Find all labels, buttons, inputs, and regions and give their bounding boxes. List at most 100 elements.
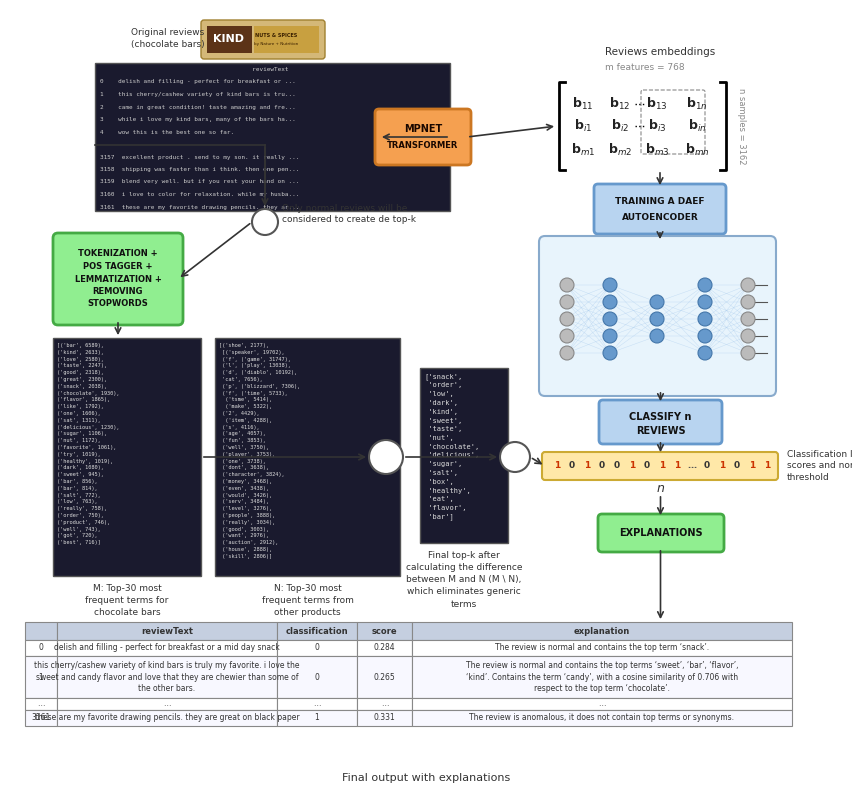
- Text: 1: 1: [748, 461, 754, 471]
- Text: Final top-k after
calculating the difference
between M and N (M \ N),
which elim: Final top-k after calculating the differ…: [406, 551, 521, 608]
- Circle shape: [697, 295, 711, 309]
- Circle shape: [649, 329, 663, 343]
- Text: $\mathbf{b}_{11}$: $\mathbf{b}_{11}$: [572, 96, 593, 112]
- Bar: [25, 656, 57, 698]
- Text: 3161  these are my favorite drawing pencils. they ar...: 3161 these are my favorite drawing penci…: [100, 205, 299, 209]
- Text: $\mathbf{b}_{i2}$: $\mathbf{b}_{i2}$: [610, 118, 628, 134]
- Text: Classification labels,
scores and normality
threshold: Classification labels, scores and normal…: [786, 450, 852, 483]
- Text: 1    this cherry/cashew variety of kind bars is tru...: 1 this cherry/cashew variety of kind bar…: [100, 92, 296, 97]
- Text: 0: 0: [314, 672, 319, 682]
- Text: KIND: KIND: [213, 35, 245, 44]
- Text: $\mathbf{b}_{1n}$: $\mathbf{b}_{1n}$: [685, 96, 707, 112]
- Text: m features = 768: m features = 768: [604, 63, 684, 73]
- Text: 0.265: 0.265: [373, 672, 395, 682]
- Bar: [277, 710, 357, 726]
- Circle shape: [697, 329, 711, 343]
- Text: n: n: [656, 483, 664, 495]
- Bar: [357, 622, 412, 640]
- Circle shape: [649, 295, 663, 309]
- Text: $\mathbf{b}_{m1}$: $\mathbf{b}_{m1}$: [570, 142, 595, 158]
- Text: 1: 1: [314, 713, 319, 723]
- Circle shape: [740, 312, 754, 326]
- Text: The review is anomalous, it does not contain top terms or synonyms.: The review is anomalous, it does not con…: [469, 713, 734, 723]
- Text: 1: 1: [658, 461, 665, 471]
- Text: 0.331: 0.331: [373, 713, 395, 723]
- Circle shape: [697, 346, 711, 360]
- Text: Final output with explanations: Final output with explanations: [342, 773, 510, 783]
- Circle shape: [740, 346, 754, 360]
- Text: 0: 0: [314, 644, 319, 653]
- Text: NUTS & SPICES: NUTS & SPICES: [255, 33, 296, 38]
- Text: 1: 1: [583, 461, 590, 471]
- Bar: [25, 698, 57, 710]
- Circle shape: [740, 329, 754, 343]
- Bar: [57, 656, 277, 698]
- Text: M: Top-30 most
frequent terms for
chocolate bars: M: Top-30 most frequent terms for chocol…: [85, 584, 169, 617]
- Text: this cherry/cashew variety of kind bars is truly my favorite. i love the
sweet a: this cherry/cashew variety of kind bars …: [34, 661, 299, 693]
- Text: 1: 1: [673, 461, 679, 471]
- Text: 2    came in great condition! taste amazing and fre...: 2 came in great condition! taste amazing…: [100, 104, 296, 110]
- Bar: [419, 368, 508, 543]
- Text: Original reviews
(chocolate bars): Original reviews (chocolate bars): [131, 28, 204, 49]
- Text: 0.284: 0.284: [373, 644, 394, 653]
- FancyBboxPatch shape: [597, 514, 723, 552]
- Text: 3161: 3161: [32, 713, 50, 723]
- Text: $\mathbf{b}_{12}$: $\mathbf{b}_{12}$: [608, 96, 630, 112]
- Text: MPNET: MPNET: [403, 124, 441, 134]
- Text: …: …: [37, 699, 44, 709]
- Text: …: …: [313, 699, 320, 709]
- FancyBboxPatch shape: [53, 233, 183, 325]
- Bar: [215, 338, 400, 576]
- Bar: [277, 640, 357, 656]
- Text: N: Top-30 most
frequent terms from
other products: N: Top-30 most frequent terms from other…: [262, 584, 353, 617]
- Bar: [412, 656, 791, 698]
- Circle shape: [697, 312, 711, 326]
- Text: 0: 0: [643, 461, 649, 471]
- Text: 0: 0: [733, 461, 740, 471]
- Text: reviewText: reviewText: [100, 67, 288, 72]
- Text: [('bar', 6589),
('kind', 2633),
('love', 2580),
('taste', 2247),
('good', 2318),: [('bar', 6589), ('kind', 2633), ('love',…: [57, 343, 119, 545]
- Text: 0: 0: [568, 461, 574, 471]
- Text: score: score: [371, 626, 397, 635]
- Text: 1: 1: [763, 461, 769, 471]
- Text: 3158  shipping was faster than i think. then one pen...: 3158 shipping was faster than i think. t…: [100, 167, 299, 172]
- Bar: [277, 698, 357, 710]
- FancyBboxPatch shape: [593, 184, 725, 234]
- Bar: [357, 710, 412, 726]
- Circle shape: [602, 329, 616, 343]
- Text: TOKENIZATION +
POS TAGGER +
LEMMATIZATION +
REMOVING
STOPWORDS: TOKENIZATION + POS TAGGER + LEMMATIZATIO…: [74, 250, 161, 309]
- Bar: [357, 656, 412, 698]
- Text: 1: 1: [628, 461, 635, 471]
- Circle shape: [649, 312, 663, 326]
- Bar: [207, 26, 251, 53]
- Text: …: …: [163, 699, 170, 709]
- Text: 1: 1: [38, 672, 43, 682]
- Text: classification: classification: [285, 626, 348, 635]
- FancyBboxPatch shape: [538, 236, 775, 396]
- Circle shape: [602, 346, 616, 360]
- Text: …: …: [380, 699, 388, 709]
- Bar: [412, 622, 791, 640]
- Text: ['snack',
 'order',
 'low',
 'dark',
 'kind',
 'sweet',
 'taste',
 'nut',
 'choc: ['snack', 'order', 'low', 'dark', 'kind'…: [423, 373, 479, 521]
- Text: 1: 1: [553, 461, 560, 471]
- Bar: [57, 698, 277, 710]
- Text: $\mathbf{b}_{mn}$: $\mathbf{b}_{mn}$: [684, 142, 709, 158]
- Text: 0    delish and filling - perfect for breakfast or ...: 0 delish and filling - perfect for break…: [100, 80, 296, 85]
- Text: 4    wow this is the best one so far.: 4 wow this is the best one so far.: [100, 130, 233, 134]
- Bar: [277, 622, 357, 640]
- Text: 3    while i love my kind bars, many of the bars ha...: 3 while i love my kind bars, many of the…: [100, 117, 296, 122]
- Bar: [53, 338, 201, 576]
- Text: Reviews embeddings: Reviews embeddings: [604, 47, 714, 57]
- Text: explanation: explanation: [573, 626, 630, 635]
- Circle shape: [369, 440, 402, 474]
- Text: 3160  i love to color for relaxation. while my husba...: 3160 i love to color for relaxation. whi…: [100, 192, 299, 197]
- Text: 0: 0: [38, 644, 43, 653]
- Bar: [412, 640, 791, 656]
- Bar: [25, 622, 57, 640]
- Bar: [412, 698, 791, 710]
- FancyBboxPatch shape: [598, 400, 721, 444]
- Text: reviewText: reviewText: [141, 626, 193, 635]
- Bar: [25, 710, 57, 726]
- Text: $\mathbf{b}_{i1}$: $\mathbf{b}_{i1}$: [573, 118, 591, 134]
- Text: …: …: [597, 699, 605, 709]
